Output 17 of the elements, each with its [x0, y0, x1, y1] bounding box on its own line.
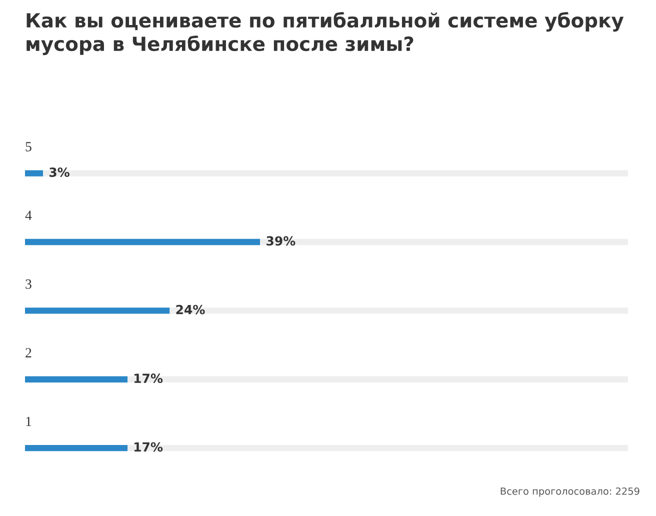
y-tick-label: 2 [26, 348, 32, 358]
y-tick-label: 4 [25, 210, 32, 220]
data-label: 3% [49, 167, 70, 177]
bar [25, 376, 128, 382]
text: Всего проголосовало: 2259 [500, 487, 640, 497]
data-label: 17% [134, 442, 163, 452]
y-tick-label: 1 [26, 416, 32, 426]
data-label: 17% [134, 374, 163, 384]
data-label: 24% [176, 304, 205, 314]
bar [25, 238, 260, 246]
bar [25, 308, 170, 314]
chart-title: Как вы оцениваете по пятибалльной системе уборку мусора в Челябинске после зимы? [26, 12, 624, 56]
bar [25, 444, 128, 452]
y-tick-label: 5 [26, 142, 32, 152]
data-label: 39% [266, 236, 296, 246]
bar [25, 170, 44, 176]
y-tick-label: 3 [26, 279, 32, 289]
